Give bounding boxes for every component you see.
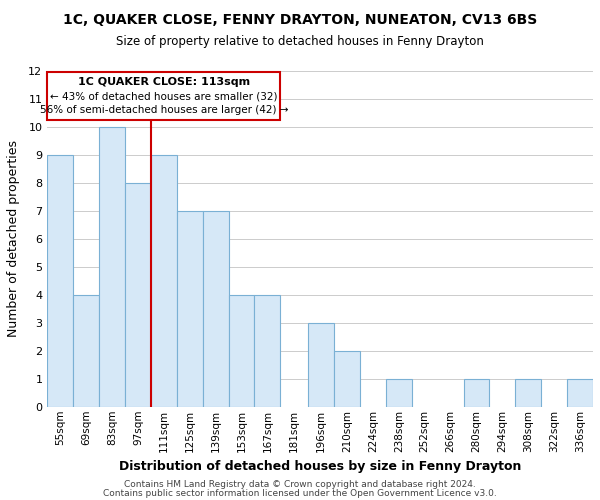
Bar <box>99 127 125 407</box>
Text: 56% of semi-detached houses are larger (42) →: 56% of semi-detached houses are larger (… <box>40 105 288 115</box>
Bar <box>464 379 490 407</box>
Bar <box>334 351 360 407</box>
Bar <box>229 295 254 407</box>
Bar <box>177 211 203 407</box>
Bar <box>386 379 412 407</box>
Bar <box>125 183 151 407</box>
Bar <box>203 211 229 407</box>
X-axis label: Distribution of detached houses by size in Fenny Drayton: Distribution of detached houses by size … <box>119 460 521 473</box>
Bar <box>151 155 177 407</box>
Text: ← 43% of detached houses are smaller (32): ← 43% of detached houses are smaller (32… <box>50 91 278 101</box>
Text: 1C QUAKER CLOSE: 113sqm: 1C QUAKER CLOSE: 113sqm <box>78 77 250 87</box>
Bar <box>73 295 99 407</box>
Text: Contains HM Land Registry data © Crown copyright and database right 2024.: Contains HM Land Registry data © Crown c… <box>124 480 476 489</box>
Text: Contains public sector information licensed under the Open Government Licence v3: Contains public sector information licen… <box>103 489 497 498</box>
FancyBboxPatch shape <box>47 72 280 120</box>
Text: 1C, QUAKER CLOSE, FENNY DRAYTON, NUNEATON, CV13 6BS: 1C, QUAKER CLOSE, FENNY DRAYTON, NUNEATO… <box>63 12 537 26</box>
Bar <box>308 323 334 407</box>
Bar <box>47 155 73 407</box>
Bar <box>254 295 280 407</box>
Bar <box>515 379 541 407</box>
Bar <box>567 379 593 407</box>
Text: Size of property relative to detached houses in Fenny Drayton: Size of property relative to detached ho… <box>116 35 484 48</box>
Y-axis label: Number of detached properties: Number of detached properties <box>7 140 20 338</box>
